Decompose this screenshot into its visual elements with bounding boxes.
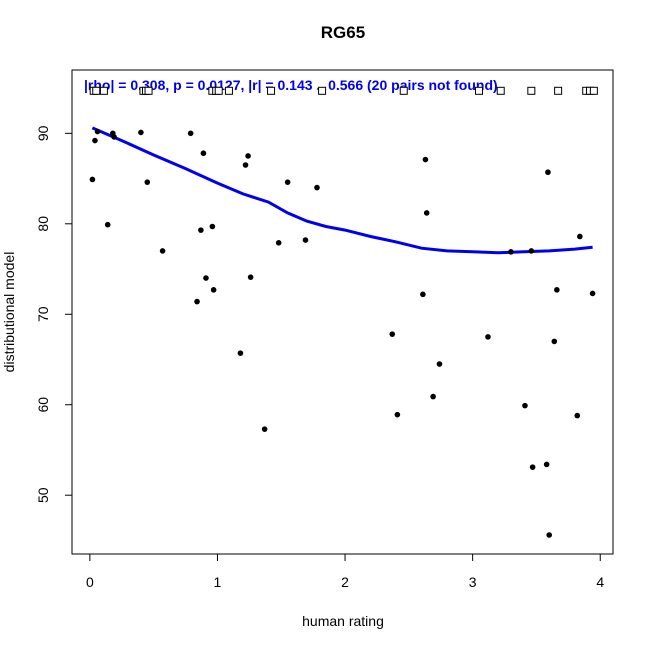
data-point xyxy=(314,184,320,191)
data-point xyxy=(546,532,553,538)
data-point xyxy=(574,412,581,419)
data-point xyxy=(589,290,596,297)
chart-title: RG65 xyxy=(321,23,365,42)
data-point xyxy=(200,150,207,157)
x-tick-label: 1 xyxy=(214,574,222,590)
x-axis: 0 1 2 3 4 xyxy=(86,553,604,590)
y-tick-label: 80 xyxy=(35,216,51,232)
x-tick-label: 4 xyxy=(596,574,604,590)
data-point xyxy=(237,350,244,356)
smooth-curve xyxy=(91,126,593,255)
data-point xyxy=(529,464,536,470)
y-tick-label: 60 xyxy=(35,397,51,413)
data-point xyxy=(577,233,583,240)
not-found-marker xyxy=(267,86,276,95)
not-found-marker xyxy=(589,86,598,95)
data-point xyxy=(543,461,550,468)
x-tick-label: 2 xyxy=(341,574,349,590)
x-tick-label: 3 xyxy=(469,574,477,590)
not-found-markers xyxy=(89,86,598,95)
data-point xyxy=(187,130,194,137)
y-axis: 50 60 70 80 90 xyxy=(35,125,73,503)
correlation-annotation: |rho| = 0.308, p = 0.0127, |r| = 0.143 .… xyxy=(84,77,498,93)
not-found-marker xyxy=(554,86,563,95)
data-point xyxy=(422,156,429,163)
data-point xyxy=(275,239,282,246)
data-point xyxy=(89,176,96,183)
data-point xyxy=(551,338,558,345)
data-point xyxy=(302,237,309,243)
data-point xyxy=(389,331,396,337)
data-point xyxy=(545,169,551,176)
data-point xyxy=(394,411,401,418)
data-point xyxy=(104,221,111,228)
data-point xyxy=(554,287,560,293)
not-found-marker xyxy=(214,86,223,95)
data-point xyxy=(261,426,268,432)
data-point xyxy=(284,179,291,185)
data-point xyxy=(485,334,491,340)
data-point xyxy=(138,129,144,136)
y-tick-label: 90 xyxy=(35,125,51,141)
data-point xyxy=(528,248,535,254)
data-point xyxy=(198,227,204,233)
data-point xyxy=(209,223,216,230)
not-found-marker xyxy=(318,86,327,95)
y-tick-label: 50 xyxy=(35,487,51,503)
data-point xyxy=(194,298,200,305)
data-point xyxy=(247,274,254,280)
data-point xyxy=(423,210,430,216)
data-point xyxy=(203,275,209,281)
not-found-marker xyxy=(99,86,108,95)
data-point xyxy=(430,393,436,400)
data-point xyxy=(159,248,166,254)
not-found-marker xyxy=(224,86,233,95)
data-point xyxy=(94,128,101,135)
x-tick-label: 0 xyxy=(86,574,94,590)
data-point xyxy=(436,361,443,367)
data-point xyxy=(242,162,249,168)
data-point xyxy=(508,249,514,255)
y-tick-label: 70 xyxy=(35,306,51,322)
not-found-marker xyxy=(496,86,505,95)
y-axis-title: distributional model xyxy=(1,252,17,373)
data-point xyxy=(210,287,217,293)
data-point xyxy=(111,134,117,140)
data-point xyxy=(144,179,151,185)
data-point xyxy=(92,137,98,144)
data-points xyxy=(89,128,596,538)
not-found-marker xyxy=(475,86,484,95)
data-point xyxy=(522,402,528,409)
x-axis-title: human rating xyxy=(302,613,384,629)
not-found-marker xyxy=(527,86,536,95)
not-found-marker xyxy=(92,86,101,95)
data-point xyxy=(245,153,251,159)
not-found-marker xyxy=(399,86,408,95)
not-found-marker xyxy=(144,86,153,95)
data-point xyxy=(420,291,426,298)
